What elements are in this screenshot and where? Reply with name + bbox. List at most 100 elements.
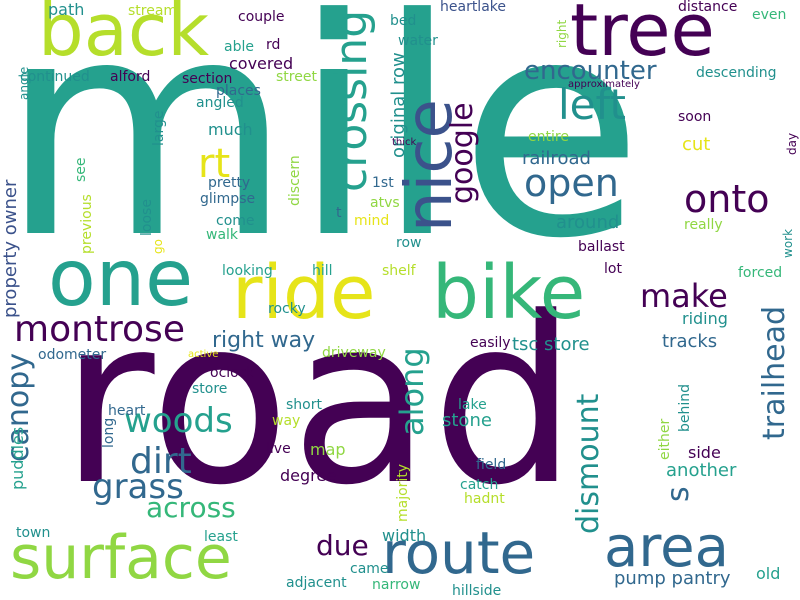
word-cut: cut — [682, 134, 711, 155]
word-onto: onto — [684, 177, 770, 221]
word-stone: stone — [442, 410, 492, 431]
word-rd: rd — [266, 37, 281, 53]
word-day: day — [785, 132, 799, 155]
word-left: left — [558, 80, 627, 129]
word-row: row — [396, 235, 422, 251]
word-store: store — [192, 381, 228, 397]
word-atvs: atvs — [370, 195, 400, 211]
word-large: large — [151, 110, 167, 146]
word-soon: soon — [678, 109, 712, 125]
word-back: back — [38, 0, 210, 72]
word-woods: woods — [124, 401, 233, 441]
word-go: go — [151, 239, 165, 254]
word-come: come — [216, 213, 255, 229]
word-really: really — [684, 217, 723, 233]
word-mile: mile — [0, 0, 644, 304]
word-montrose: montrose — [14, 309, 185, 350]
word-encounter: encounter — [524, 56, 657, 86]
word-active: active — [188, 349, 219, 360]
word-bed: bed — [390, 13, 417, 29]
word-map: map — [310, 440, 346, 459]
word-along: along — [393, 347, 431, 436]
word-walk: walk — [206, 227, 239, 243]
word-looking: looking — [222, 263, 273, 279]
word-rocky: rocky — [268, 301, 306, 317]
word-behind: behind — [677, 383, 693, 432]
word-street: street — [276, 69, 317, 85]
word-odometer: odometer — [38, 347, 107, 363]
word-loose: loose — [139, 199, 155, 236]
word-long: long — [101, 417, 117, 448]
word-covered: covered — [229, 54, 294, 73]
word-heart: heart — [108, 403, 146, 419]
word-discern: discern — [287, 155, 303, 206]
word-much: much — [208, 120, 253, 139]
word-previous: previous — [79, 194, 95, 254]
word-ballast: ballast — [578, 239, 625, 255]
word-thick: thick — [392, 137, 417, 148]
word-able: able — [224, 39, 254, 55]
word-hillside: hillside — [452, 583, 502, 599]
word-hill: hill — [312, 263, 333, 279]
word-grass: grass — [92, 467, 184, 507]
word-dismount: dismount — [571, 393, 606, 534]
word-angled: angled — [196, 95, 244, 111]
word-approximately: approximately — [568, 79, 640, 90]
word-riding: riding — [682, 309, 728, 328]
word-ride: ride — [232, 250, 376, 336]
word-adjacent: adjacent — [286, 575, 347, 591]
word-narrow: narrow — [372, 577, 421, 593]
word-alford: alford — [110, 69, 151, 85]
word-due: due — [316, 529, 369, 562]
word-way: way — [272, 413, 301, 429]
word-crossing: crossing — [326, 9, 377, 192]
word-catch: catch — [460, 477, 499, 493]
word-town: town — [16, 525, 51, 541]
word-entire: entire — [528, 129, 569, 145]
word-continued: continued — [20, 69, 90, 85]
word-tsc-store: tsc store — [512, 334, 590, 355]
word-path: path — [48, 0, 85, 19]
word-open: open — [524, 161, 619, 205]
word-hadnt: hadnt — [464, 491, 505, 507]
word-majority: majority — [395, 463, 411, 522]
word-1st: 1st — [372, 175, 394, 191]
word-google: google — [445, 102, 480, 204]
word-tree: tree — [570, 0, 715, 72]
word-puddles: puddles — [8, 426, 27, 490]
word-heartlake: heartlake — [440, 0, 507, 15]
word-pump-pantry: pump pantry — [614, 568, 731, 589]
word-pretty: pretty — [208, 175, 251, 191]
word-angle: angle — [17, 66, 31, 100]
word-width: width — [382, 526, 427, 545]
word-even: even — [752, 7, 787, 23]
word-either: either — [657, 418, 673, 460]
word-easily: easily — [470, 335, 511, 351]
word-another: another — [666, 460, 737, 481]
word-railroad: railroad — [522, 148, 591, 169]
word-section: section — [182, 71, 233, 87]
word-side: side — [688, 443, 721, 462]
word-bike: bike — [432, 250, 586, 336]
word-dirt: dirt — [130, 441, 192, 482]
word-route: route — [382, 519, 536, 587]
word-road: road — [60, 269, 578, 536]
word-rt: rt — [198, 141, 231, 187]
word-driveway: driveway — [322, 345, 386, 361]
word-forced: forced — [738, 265, 783, 281]
word-old: old — [756, 564, 781, 583]
word-s: s — [661, 486, 696, 502]
word-right: right — [555, 19, 569, 48]
word-t: t — [336, 205, 342, 221]
word-came: came — [350, 561, 389, 577]
word-property-owner: property owner — [0, 179, 21, 318]
word-one: one — [48, 234, 194, 324]
word-make: make — [640, 277, 728, 315]
word-across: across — [146, 491, 236, 524]
word-degree: degree — [280, 466, 337, 485]
word-see: see — [73, 157, 89, 182]
word-least: least — [204, 529, 238, 545]
word-shelf: shelf — [382, 263, 416, 279]
word-area: area — [604, 515, 729, 580]
